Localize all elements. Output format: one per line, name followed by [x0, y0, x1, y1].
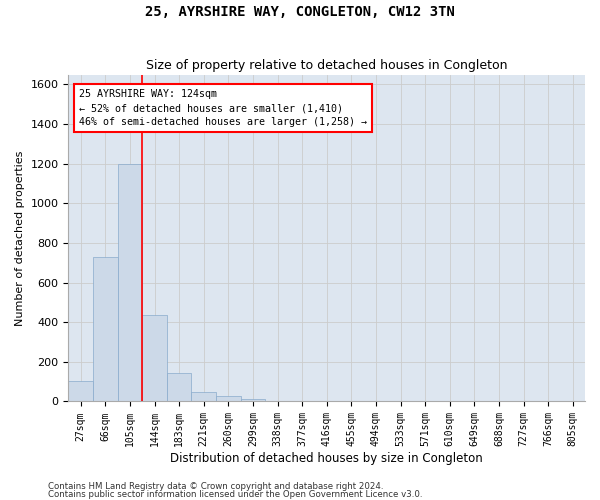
Y-axis label: Number of detached properties: Number of detached properties: [15, 150, 25, 326]
Text: Contains HM Land Registry data © Crown copyright and database right 2024.: Contains HM Land Registry data © Crown c…: [48, 482, 383, 491]
Bar: [241, 398, 265, 402]
Bar: [216, 396, 241, 402]
X-axis label: Distribution of detached houses by size in Congleton: Distribution of detached houses by size …: [170, 452, 483, 465]
Bar: [93, 257, 118, 402]
Bar: [191, 392, 216, 402]
Bar: [142, 316, 167, 402]
Text: 25 AYRSHIRE WAY: 124sqm
← 52% of detached houses are smaller (1,410)
46% of semi: 25 AYRSHIRE WAY: 124sqm ← 52% of detache…: [79, 90, 367, 128]
Bar: [68, 380, 93, 402]
Title: Size of property relative to detached houses in Congleton: Size of property relative to detached ho…: [146, 59, 508, 72]
Bar: [167, 372, 191, 402]
Text: Contains public sector information licensed under the Open Government Licence v3: Contains public sector information licen…: [48, 490, 422, 499]
Text: 25, AYRSHIRE WAY, CONGLETON, CW12 3TN: 25, AYRSHIRE WAY, CONGLETON, CW12 3TN: [145, 5, 455, 19]
Bar: [118, 164, 142, 402]
